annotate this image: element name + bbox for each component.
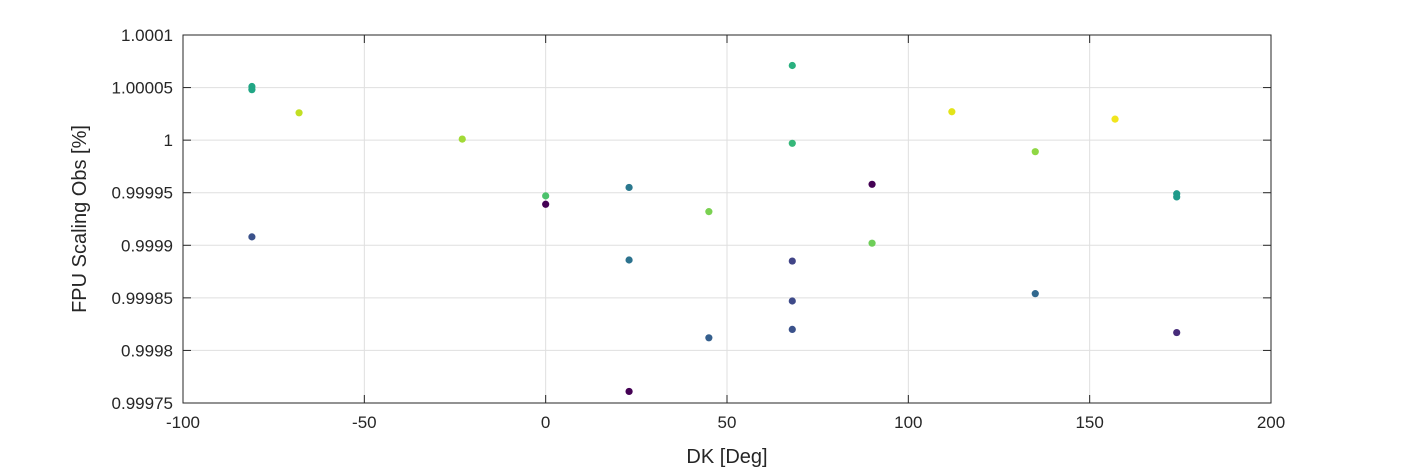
y-tick-label: 1.00005: [112, 79, 173, 98]
data-point: [788, 325, 796, 333]
x-axis-label: DK [Deg]: [686, 446, 767, 468]
y-tick-label: 0.99975: [112, 394, 173, 413]
data-point: [788, 297, 796, 305]
x-tick-label: -50: [352, 413, 377, 432]
data-point: [868, 180, 876, 188]
data-point: [542, 192, 550, 200]
data-point: [1111, 115, 1119, 123]
data-point: [458, 135, 466, 143]
data-point: [788, 61, 796, 70]
data-point: [248, 86, 256, 94]
data-point: [1173, 328, 1181, 337]
y-tick-label: 0.9998: [121, 341, 173, 360]
data-point: [788, 139, 796, 147]
y-tick-label: 0.99985: [112, 289, 173, 308]
x-tick-labels: -100 -50 0 50 100 150 200: [166, 35, 1285, 432]
data-point: [868, 239, 876, 247]
data-point: [542, 200, 550, 208]
y-axis-label: FPU Scaling Obs [%]: [69, 125, 91, 313]
data-point: [788, 257, 796, 265]
data-point: [295, 109, 303, 117]
data-point: [1173, 193, 1181, 201]
data-point: [248, 233, 256, 241]
y-tick-label: 0.9999: [121, 236, 173, 255]
grid: [182, 34, 1272, 404]
data-point: [705, 208, 713, 216]
data-point: [705, 334, 713, 342]
x-tick-label: 50: [718, 413, 737, 432]
data-points: [248, 61, 1181, 396]
x-tick-label: 100: [894, 413, 922, 432]
x-tick-label: 200: [1257, 413, 1285, 432]
x-tick-label: 150: [1075, 413, 1103, 432]
data-point: [948, 108, 956, 116]
data-point: [625, 387, 633, 396]
data-point: [625, 256, 633, 264]
data-point: [1031, 290, 1039, 298]
y-tick-label: 1: [164, 131, 173, 150]
x-tick-label: -100: [166, 413, 200, 432]
y-tick-label: 1.0001: [121, 26, 173, 45]
x-tick-label: 0: [541, 413, 550, 432]
data-point: [625, 183, 633, 192]
y-tick-labels: 0.99975 0.9998 0.99985 0.9999 0.99995 1 1.0000…: [112, 26, 1271, 413]
data-point: [1031, 148, 1039, 156]
y-tick-label: 0.99995: [112, 184, 173, 203]
